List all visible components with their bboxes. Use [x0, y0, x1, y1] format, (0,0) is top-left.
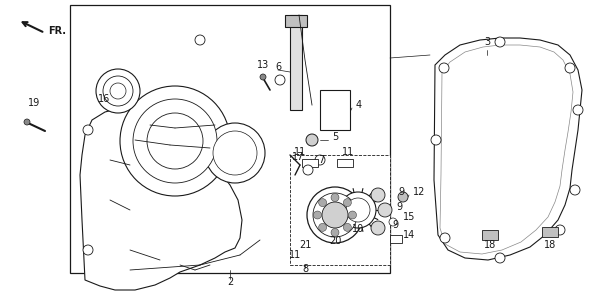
Circle shape [378, 203, 392, 217]
Circle shape [313, 211, 322, 219]
Circle shape [307, 187, 363, 243]
Circle shape [319, 199, 327, 206]
Circle shape [83, 245, 93, 255]
Text: 12: 12 [413, 187, 425, 197]
Text: 3: 3 [484, 37, 490, 47]
Circle shape [195, 35, 205, 45]
Circle shape [439, 63, 449, 73]
Circle shape [371, 188, 385, 202]
Circle shape [213, 131, 257, 175]
Circle shape [275, 75, 285, 85]
Text: 8: 8 [302, 264, 308, 274]
Circle shape [349, 211, 356, 219]
Circle shape [331, 228, 339, 237]
Circle shape [147, 113, 203, 169]
Text: FR.: FR. [48, 26, 66, 36]
Bar [542, 227, 558, 237]
Bar [302, 159, 318, 167]
Text: 15: 15 [403, 212, 415, 222]
Circle shape [103, 76, 133, 106]
Bar [70, 5, 390, 273]
Circle shape [431, 135, 441, 145]
Polygon shape [80, 108, 242, 290]
Text: 9: 9 [398, 187, 404, 197]
Bar [320, 90, 350, 130]
Circle shape [495, 253, 505, 263]
Bar [290, 155, 390, 265]
Circle shape [565, 63, 575, 73]
Text: 19: 19 [28, 98, 40, 108]
Text: 9: 9 [392, 220, 398, 230]
Text: 17: 17 [292, 152, 304, 162]
Circle shape [346, 198, 370, 222]
Circle shape [313, 193, 357, 237]
Circle shape [319, 223, 327, 231]
Text: 11: 11 [342, 147, 354, 157]
Circle shape [205, 123, 265, 183]
Circle shape [24, 119, 30, 125]
Polygon shape [434, 38, 582, 260]
Circle shape [303, 165, 313, 175]
Bar [337, 159, 353, 167]
Bar [285, 15, 307, 27]
Circle shape [570, 185, 580, 195]
Circle shape [389, 218, 397, 226]
Text: 21: 21 [299, 240, 311, 250]
Circle shape [322, 202, 348, 228]
Text: 4: 4 [356, 100, 362, 110]
Bar [390, 235, 402, 243]
Text: 10: 10 [352, 224, 364, 234]
Circle shape [110, 83, 126, 99]
Circle shape [343, 223, 352, 231]
Circle shape [315, 155, 325, 165]
Text: 11: 11 [294, 147, 306, 157]
Circle shape [306, 134, 318, 146]
Text: 2: 2 [227, 277, 233, 287]
Text: 7: 7 [318, 155, 325, 165]
Text: 6: 6 [275, 62, 281, 72]
Circle shape [440, 233, 450, 243]
Circle shape [120, 86, 230, 196]
Circle shape [371, 221, 385, 235]
Text: 11: 11 [289, 250, 301, 260]
Circle shape [495, 37, 505, 47]
Text: 5: 5 [332, 132, 338, 142]
Bar [290, 15, 302, 110]
Circle shape [340, 192, 376, 228]
Circle shape [133, 99, 217, 183]
Circle shape [83, 125, 93, 135]
Text: 14: 14 [403, 230, 415, 240]
Circle shape [398, 192, 408, 202]
Circle shape [343, 199, 352, 206]
Text: 18: 18 [544, 240, 556, 250]
Text: 16: 16 [98, 94, 110, 104]
Circle shape [96, 69, 140, 113]
Circle shape [555, 225, 565, 235]
Circle shape [331, 194, 339, 201]
Circle shape [573, 105, 583, 115]
Text: 9: 9 [396, 202, 402, 212]
Text: 18: 18 [484, 240, 496, 250]
Text: 13: 13 [257, 60, 269, 70]
Bar [482, 230, 498, 240]
Text: 20: 20 [329, 236, 341, 246]
Circle shape [260, 74, 266, 80]
